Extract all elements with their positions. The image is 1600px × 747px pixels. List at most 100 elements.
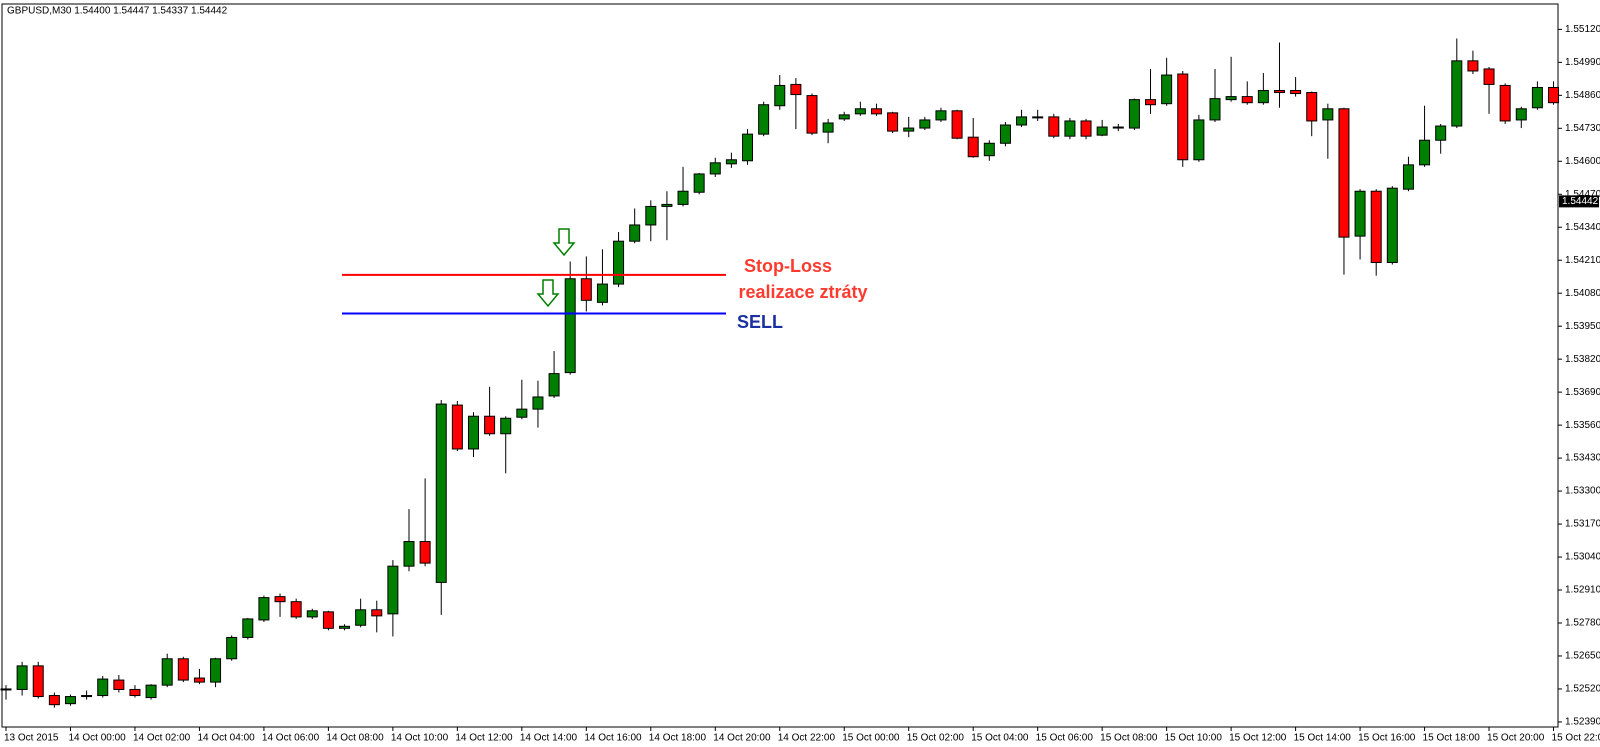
y-tick-label: 1.54730 [1565, 123, 1600, 134]
candle-body [371, 609, 383, 617]
x-tick-label: 14 Oct 18:00 [649, 733, 707, 744]
candle-body [467, 415, 479, 450]
y-tick-label: 1.52910 [1565, 585, 1600, 596]
candle-body [242, 618, 254, 638]
x-tick-label: 15 Oct 22:00 [1552, 733, 1600, 744]
x-tick-label: 15 Oct 18:00 [1423, 733, 1481, 744]
candle-body [355, 609, 367, 626]
candle-body [435, 403, 447, 583]
candle-body [97, 678, 109, 697]
y-tick-label: 1.54860 [1565, 90, 1600, 101]
candle-body [419, 541, 431, 564]
x-tick-label: 14 Oct 22:00 [778, 733, 836, 744]
x-tick-label: 14 Oct 02:00 [133, 733, 191, 744]
candle-body [1112, 126, 1124, 129]
candle-body [742, 133, 754, 162]
candle-body [596, 283, 608, 303]
candle-body [919, 119, 931, 129]
candle-body [500, 417, 512, 435]
candle-body [838, 114, 850, 120]
candle-body [870, 108, 882, 115]
candle-body [645, 205, 657, 226]
candle-body [387, 565, 399, 615]
candle-body [1145, 99, 1157, 106]
candle-body [1273, 90, 1285, 94]
candle-body [1499, 84, 1511, 122]
annotation: SELL [737, 312, 783, 332]
candle-body [629, 224, 641, 242]
candle-body [1161, 74, 1173, 105]
chart-title: GBPUSD,M30 1.54400 1.54447 1.54337 1.544… [7, 6, 228, 17]
candle-body [451, 404, 463, 450]
candle-body [1177, 73, 1189, 161]
x-tick-label: 15 Oct 14:00 [1294, 733, 1352, 744]
x-tick-label: 14 Oct 06:00 [262, 733, 320, 744]
y-tick-label: 1.52520 [1565, 684, 1600, 695]
candle-body [48, 695, 60, 706]
y-tick-label: 1.52390 [1565, 717, 1600, 728]
candle-body [1354, 190, 1366, 237]
y-tick-label: 1.53950 [1565, 321, 1600, 332]
candle-body [532, 396, 544, 410]
y-tick-label: 1.52650 [1565, 651, 1600, 662]
candle-body [854, 108, 866, 115]
x-tick-label: 15 Oct 10:00 [1165, 733, 1223, 744]
candle-body [339, 625, 351, 629]
candle-body [548, 373, 560, 397]
candle-body [1290, 90, 1302, 95]
candle-body [1419, 139, 1431, 166]
current-price-label: 1.54442 [1562, 196, 1599, 207]
candle-body [1370, 190, 1382, 264]
candle-body [1386, 187, 1398, 264]
y-tick-label: 1.53300 [1565, 486, 1600, 497]
candle-body [693, 173, 705, 193]
y-tick-label: 1.54990 [1565, 57, 1600, 68]
candle-body [113, 679, 125, 690]
x-tick-label: 15 Oct 12:00 [1229, 733, 1287, 744]
y-tick-label: 1.54470 [1565, 189, 1600, 200]
y-tick-label: 1.54340 [1565, 222, 1600, 233]
x-tick-label: 15 Oct 16:00 [1358, 733, 1416, 744]
y-tick-label: 1.53820 [1565, 354, 1600, 365]
x-tick-label: 15 Oct 20:00 [1487, 733, 1545, 744]
candle-body [983, 142, 995, 157]
candle-body [1306, 92, 1318, 122]
y-tick-label: 1.52780 [1565, 618, 1600, 629]
candle-body [1322, 108, 1334, 121]
candle-body [790, 83, 802, 96]
y-tick-label: 1.55120 [1565, 24, 1600, 35]
candle-body [758, 104, 770, 135]
x-tick-label: 15 Oct 06:00 [1036, 733, 1094, 744]
candle-body [806, 95, 818, 134]
candle-body [258, 597, 270, 621]
candle-body [516, 408, 528, 418]
candle-body [677, 190, 689, 205]
x-tick-label: 15 Oct 04:00 [971, 733, 1029, 744]
y-tick-label: 1.53690 [1565, 387, 1600, 398]
y-tick-label: 1.54210 [1565, 255, 1600, 266]
x-tick-label: 15 Oct 00:00 [842, 733, 900, 744]
y-tick-label: 1.53040 [1565, 552, 1600, 563]
x-tick-label: 14 Oct 00:00 [68, 733, 126, 744]
candle-body [322, 611, 334, 629]
candle-body [935, 110, 947, 121]
candle-body [725, 159, 737, 165]
candle-body [1515, 108, 1527, 121]
candle-body [145, 684, 157, 699]
candle-body [661, 203, 673, 207]
x-tick-label: 15 Oct 08:00 [1100, 733, 1158, 744]
candle-body [1531, 86, 1543, 109]
candle-body [967, 136, 979, 158]
candle-body [193, 677, 205, 683]
arrow-down [536, 279, 560, 308]
candle-body [403, 541, 415, 567]
candle-body [1128, 99, 1140, 129]
y-tick-label: 1.54600 [1565, 156, 1600, 167]
candle-body [1241, 96, 1253, 104]
candle-body [1257, 90, 1269, 104]
y-tick-label: 1.53560 [1565, 420, 1600, 431]
candle-body [210, 658, 222, 683]
candle-body [1451, 60, 1463, 127]
candle-body [1048, 116, 1060, 137]
